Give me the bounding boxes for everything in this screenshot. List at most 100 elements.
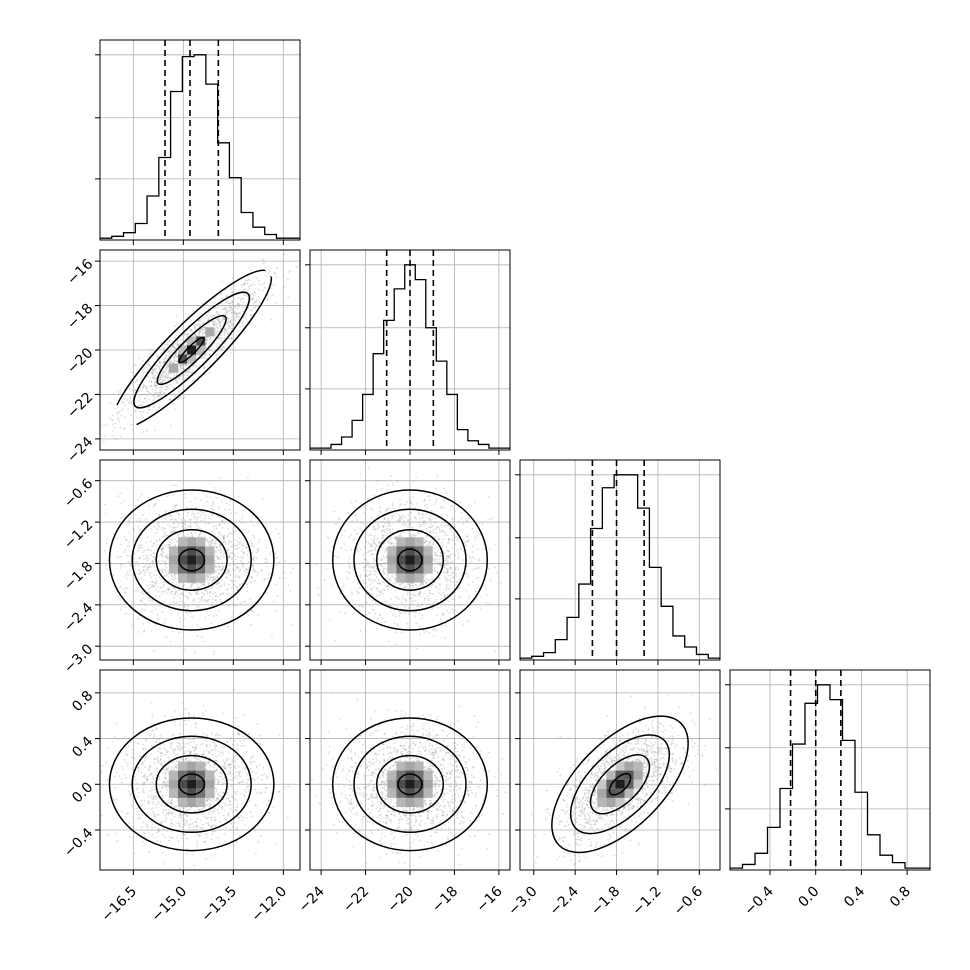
sample-point bbox=[132, 536, 135, 539]
sample-point bbox=[166, 538, 169, 541]
sample-point bbox=[244, 279, 247, 282]
sample-point bbox=[154, 393, 157, 395]
sample-point bbox=[148, 363, 150, 365]
sample-point bbox=[144, 609, 146, 611]
sample-point bbox=[164, 360, 167, 362]
sample-point bbox=[210, 543, 213, 546]
sample-point bbox=[243, 551, 245, 554]
sample-point bbox=[163, 581, 166, 583]
sample-point bbox=[209, 591, 212, 593]
sample-point bbox=[439, 563, 441, 566]
sample-point bbox=[168, 352, 170, 355]
sample-point bbox=[170, 424, 173, 427]
sample-point bbox=[193, 512, 196, 515]
panel-0-0 bbox=[95, 39, 301, 245]
sample-point bbox=[232, 543, 235, 546]
sample-point bbox=[174, 408, 177, 411]
sample-point bbox=[203, 535, 206, 538]
sample-point bbox=[183, 618, 185, 620]
sample-point bbox=[183, 606, 186, 608]
sample-point bbox=[201, 607, 204, 610]
sample-point bbox=[209, 591, 212, 593]
sample-point bbox=[159, 375, 162, 378]
sample-point bbox=[256, 557, 258, 560]
sample-point bbox=[151, 371, 153, 374]
sample-point bbox=[186, 587, 189, 589]
sample-point bbox=[374, 549, 377, 551]
sample-point bbox=[212, 525, 215, 528]
sample-point bbox=[269, 553, 272, 555]
sample-point bbox=[253, 545, 256, 547]
sample-point bbox=[428, 579, 430, 582]
sample-point bbox=[171, 346, 174, 349]
sample-point bbox=[268, 270, 271, 273]
sample-point bbox=[256, 277, 259, 280]
sample-point bbox=[176, 355, 179, 358]
sample-point bbox=[137, 550, 139, 552]
sample-point bbox=[143, 368, 146, 370]
sample-point bbox=[199, 626, 202, 629]
sample-point bbox=[212, 501, 215, 503]
sample-point bbox=[163, 371, 165, 374]
sample-point bbox=[377, 617, 379, 620]
sample-point bbox=[241, 297, 244, 300]
sample-point bbox=[152, 399, 155, 401]
sample-point bbox=[123, 565, 125, 567]
sample-point bbox=[163, 392, 166, 394]
sample-point bbox=[226, 577, 229, 579]
sample-point bbox=[251, 292, 254, 295]
sample-point bbox=[120, 435, 123, 438]
sample-point bbox=[222, 541, 224, 543]
sample-point bbox=[157, 618, 159, 621]
sample-point bbox=[137, 544, 140, 547]
sample-point bbox=[191, 513, 193, 516]
sample-point bbox=[117, 392, 120, 395]
sample-point bbox=[228, 302, 231, 305]
sample-point bbox=[177, 585, 180, 587]
sample-point bbox=[157, 379, 160, 382]
sample-point bbox=[447, 556, 450, 559]
sample-point bbox=[210, 576, 212, 579]
sample-point bbox=[350, 501, 353, 504]
sample-point bbox=[218, 516, 221, 519]
sample-point bbox=[242, 283, 245, 286]
sample-point bbox=[176, 341, 179, 343]
sample-point bbox=[127, 523, 130, 526]
sample-point bbox=[183, 535, 186, 538]
sample-point bbox=[233, 584, 236, 587]
sample-point bbox=[190, 584, 193, 586]
sample-point bbox=[148, 557, 151, 560]
density-cell bbox=[205, 564, 215, 574]
sample-point bbox=[195, 603, 198, 606]
sample-point bbox=[128, 541, 131, 544]
sample-point bbox=[160, 559, 163, 562]
sample-point bbox=[428, 589, 431, 592]
sample-point bbox=[213, 307, 216, 309]
density-cell bbox=[178, 546, 188, 556]
sample-point bbox=[446, 570, 448, 573]
sample-point bbox=[213, 314, 216, 317]
sample-point bbox=[173, 361, 176, 364]
sample-point bbox=[228, 556, 231, 559]
sample-point bbox=[385, 584, 388, 587]
sample-point bbox=[219, 523, 222, 526]
sample-point bbox=[409, 501, 411, 504]
sample-point bbox=[183, 374, 185, 377]
sample-point bbox=[146, 568, 149, 571]
sample-point bbox=[247, 285, 250, 288]
sample-point bbox=[231, 322, 234, 325]
sample-point bbox=[149, 365, 152, 367]
sample-point bbox=[111, 419, 113, 422]
sample-point bbox=[204, 589, 207, 591]
sample-point bbox=[201, 356, 204, 358]
density-cell bbox=[196, 546, 206, 556]
sample-point bbox=[217, 558, 220, 561]
sample-point bbox=[141, 551, 144, 554]
sample-point bbox=[454, 510, 457, 513]
sample-point bbox=[223, 538, 225, 541]
sample-point bbox=[165, 534, 168, 537]
sample-point bbox=[157, 521, 160, 524]
sample-point bbox=[240, 286, 243, 289]
sample-point bbox=[401, 531, 404, 533]
sample-point bbox=[219, 549, 222, 551]
